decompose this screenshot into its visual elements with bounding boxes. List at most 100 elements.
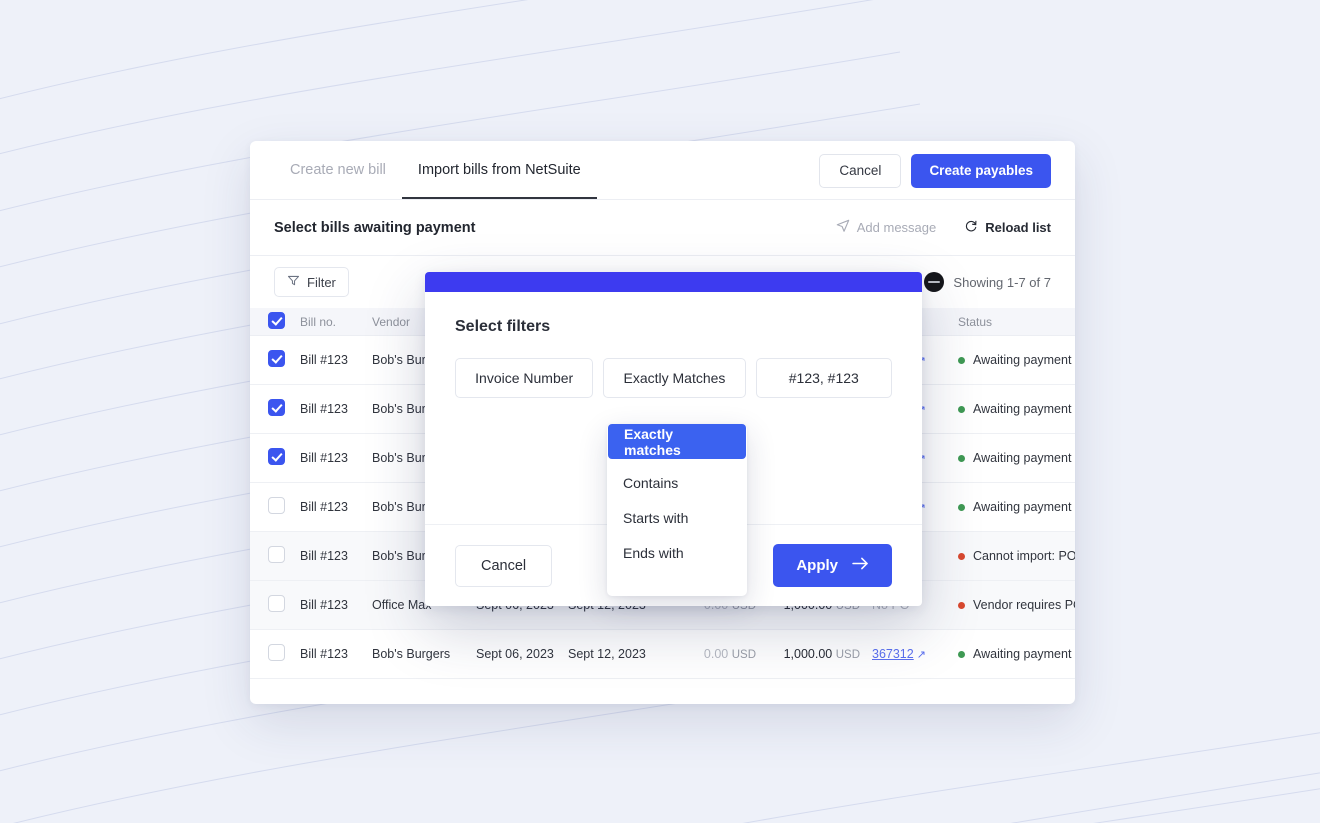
row-select-cell <box>250 644 300 664</box>
tab-label: Import bills from NetSuite <box>417 162 581 178</box>
cell-paid-amount: 0.00 USD <box>703 647 756 661</box>
status-badge: Awaiting payment <box>958 451 1075 465</box>
modal-accent-bar <box>425 272 922 292</box>
filter-row: Invoice Number Exactly Matches #123, #12… <box>455 358 892 398</box>
select-filters-modal: Select filters Invoice Number Exactly Ma… <box>425 272 922 606</box>
cell-status: Awaiting payment <box>950 402 1075 416</box>
cell-bill-no: Bill #123 <box>300 598 348 612</box>
send-icon <box>836 219 850 236</box>
po-link[interactable]: 367312 <box>872 647 914 661</box>
section-actions: Add message Reload list <box>836 219 1051 236</box>
row-select-cell <box>250 497 300 517</box>
dropdown-option[interactable]: Contains <box>623 474 679 491</box>
tab-list: Create new bill Import bills from NetSui… <box>274 141 597 200</box>
modal-body: Select filters Invoice Number Exactly Ma… <box>425 292 922 596</box>
create-payables-button[interactable]: Create payables <box>911 153 1051 188</box>
dropdown-option[interactable]: Starts with <box>623 509 689 526</box>
select-all-checkbox[interactable] <box>268 311 285 329</box>
tab-bar: Create new bill Import bills from NetSui… <box>250 141 1075 200</box>
status-badge: Awaiting payment <box>958 647 1075 661</box>
cell-total-amount: 1,000.00 USD <box>783 647 860 661</box>
dropdown-option[interactable]: Exactly matches <box>608 424 746 459</box>
row-checkbox[interactable] <box>268 546 285 563</box>
modal-apply-button[interactable]: Apply <box>773 544 892 587</box>
row-select-cell <box>250 546 300 566</box>
filter-button[interactable]: Filter <box>274 267 349 297</box>
apply-label: Apply <box>796 557 838 574</box>
status-dot-icon <box>958 601 965 609</box>
page-title: Select bills awaiting payment <box>274 219 476 236</box>
add-message-label: Add message <box>856 220 937 235</box>
row-select-cell <box>250 350 300 370</box>
row-checkbox[interactable] <box>268 595 285 612</box>
modal-title: Select filters <box>455 318 551 335</box>
status-dot-icon <box>958 356 965 364</box>
cell-status: Awaiting payment <box>950 500 1075 514</box>
status-label: Cannot import: PO closed <box>973 549 1075 563</box>
cell-date-issued: Sept 06, 2023 <box>476 647 554 661</box>
row-checkbox[interactable] <box>268 644 285 661</box>
status-dot-icon <box>958 405 965 413</box>
row-select-cell <box>250 595 300 615</box>
tab-import-bills-from-netsuite[interactable]: Import bills from NetSuite <box>401 141 597 199</box>
cell-bill-no: Bill #123 <box>300 647 348 661</box>
cell-bill-no: Bill #123 <box>300 402 348 416</box>
cell-status: Awaiting payment <box>950 647 1075 661</box>
status-label: Vendor requires PO <box>973 598 1075 612</box>
status-dot-icon <box>958 454 965 462</box>
modal-cancel-button[interactable]: Cancel <box>455 544 553 587</box>
arrow-right-icon <box>852 557 869 574</box>
cell-status: Awaiting payment <box>950 451 1075 465</box>
filter-field-select[interactable]: Invoice Number <box>455 358 594 398</box>
filter-value-input[interactable]: #123, #123 <box>755 358 892 398</box>
cell-date-due: Sept 12, 2023 <box>568 647 646 661</box>
status-dot-icon <box>958 650 965 658</box>
status-badge: Awaiting payment <box>958 353 1075 367</box>
cell-bill-no: Bill #123 <box>300 549 348 563</box>
cancel-button[interactable]: Cancel <box>819 153 902 188</box>
cell-status: Vendor requires PO <box>950 598 1075 612</box>
status-badge: Vendor requires PO <box>958 598 1075 612</box>
column-header-status: Status <box>958 314 993 329</box>
cell-vendor: Bob's Burgers <box>372 647 451 661</box>
status-dot-icon <box>958 552 965 560</box>
cell-bill-no: Bill #123 <box>300 500 348 514</box>
topbar-actions: Cancel Create payables <box>819 141 1051 200</box>
cell-bill-no: Bill #123 <box>300 451 348 465</box>
column-header-bill-no: Bill no. <box>300 314 337 329</box>
filter-funnel-icon <box>287 274 300 290</box>
status-badge: Awaiting payment <box>958 500 1075 514</box>
status-badge: Awaiting payment <box>958 402 1075 416</box>
reload-list-action[interactable]: Reload list <box>964 219 1051 236</box>
row-select-cell <box>250 399 300 419</box>
status-label: Awaiting payment <box>973 500 1072 514</box>
status-label: Awaiting payment <box>973 647 1072 661</box>
row-select-cell <box>250 448 300 468</box>
cell-bill-no: Bill #123 <box>300 353 348 367</box>
dropdown-option[interactable]: Ends with <box>623 544 684 561</box>
add-message-action[interactable]: Add message <box>836 219 937 236</box>
status-dot-icon <box>958 503 965 511</box>
showing-label: Showing 1-7 of 7 <box>953 274 1051 290</box>
status-label: Awaiting payment <box>973 402 1072 416</box>
brand-badge-icon <box>924 272 945 292</box>
cell-po: 367312↗ <box>872 647 950 661</box>
section-header: Select bills awaiting payment Add messag… <box>250 200 1075 256</box>
row-checkbox[interactable] <box>268 350 285 367</box>
tab-create-new-bill[interactable]: Create new bill <box>274 141 402 199</box>
select-all-cell <box>250 311 300 332</box>
tab-label: Create new bill <box>290 162 386 178</box>
filter-operator-select[interactable]: Exactly Matches <box>603 358 746 398</box>
row-checkbox[interactable] <box>268 399 285 416</box>
status-label: Awaiting payment <box>973 353 1072 367</box>
cell-status: Cannot import: PO closed <box>950 549 1075 563</box>
table-row[interactable]: Bill #123 Bob's Burgers Sept 06, 2023 Sept … <box>250 630 1075 679</box>
cell-status: Awaiting payment <box>950 353 1075 367</box>
status-label: Awaiting payment <box>973 451 1072 465</box>
status-badge: Cannot import: PO closed <box>958 549 1075 563</box>
reload-list-label: Reload list <box>985 220 1051 235</box>
refresh-icon <box>964 219 978 236</box>
row-checkbox[interactable] <box>268 497 285 514</box>
filter-label: Filter <box>307 274 336 290</box>
row-checkbox[interactable] <box>268 448 285 465</box>
